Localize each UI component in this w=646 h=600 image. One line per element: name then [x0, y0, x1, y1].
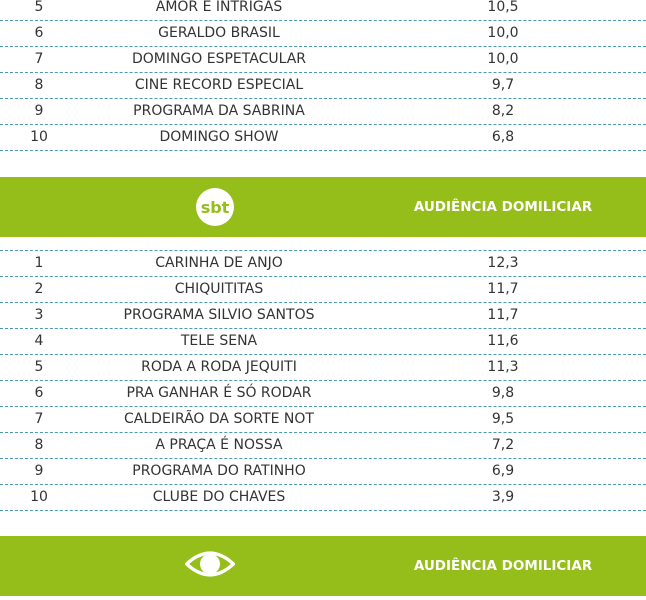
program-cell: CHIQUITITAS	[174, 281, 264, 297]
rank-cell: 5	[34, 0, 44, 15]
audience-header: AUDIÊNCIA DOMILICIAR	[413, 558, 593, 574]
rank-cell: 10	[30, 489, 48, 505]
value-cell: 11,6	[487, 333, 519, 349]
table-row: 10 CLUBE DO CHAVES 3,9	[0, 485, 646, 511]
audience-header: AUDIÊNCIA DOMILICIAR	[413, 199, 593, 215]
rank-cell: 10	[30, 129, 48, 145]
table-record: 5 AMOR E INTRIGAS 10,5 6 GERALDO BRASIL …	[0, 0, 646, 151]
program-cell: DOMINGO ESPETACULAR	[131, 51, 307, 67]
program-cell: A PRAÇA É NOSSA	[155, 437, 283, 453]
program-cell: PROGRAMA DO RATINHO	[132, 463, 306, 479]
program-cell: PRA GANHAR É SÓ RODAR	[126, 385, 312, 401]
table-row: 9 PROGRAMA DA SABRINA 8,2	[0, 99, 646, 125]
value-cell: 6,8	[491, 129, 515, 145]
rank-cell: 6	[34, 25, 44, 41]
program-cell: CALDEIRÃO DA SORTE NOT	[124, 411, 314, 427]
band-eye-logo-icon	[185, 551, 235, 577]
table-row: 9 PROGRAMA DO RATINHO 6,9	[0, 459, 646, 485]
value-cell: 9,8	[491, 385, 515, 401]
table-row: 7 DOMINGO ESPETACULAR 10,0	[0, 47, 646, 73]
rank-cell: 4	[34, 333, 44, 349]
value-cell: 8,2	[491, 103, 515, 119]
program-cell: PROGRAMA DA SABRINA	[133, 103, 305, 119]
rank-cell: 7	[34, 51, 44, 67]
rank-cell: 7	[34, 411, 44, 427]
sbt-logo-icon: sbt	[196, 188, 234, 226]
value-cell: 12,3	[487, 255, 519, 271]
value-cell: 10,0	[487, 51, 519, 67]
rank-cell: 9	[34, 463, 44, 479]
table-row: 5 RODA A RODA JEQUITI 11,3	[0, 355, 646, 381]
program-cell: GERALDO BRASIL	[158, 25, 280, 41]
value-cell: 9,7	[491, 77, 515, 93]
section-header-band: AUDIÊNCIA DOMILICIAR	[0, 536, 646, 596]
value-cell: 9,5	[491, 411, 515, 427]
table-row: 7 CALDEIRÃO DA SORTE NOT 9,5	[0, 407, 646, 433]
rank-cell: 8	[34, 437, 44, 453]
table-row: 3 PROGRAMA SILVIO SANTOS 11,7	[0, 303, 646, 329]
value-cell: 3,9	[491, 489, 515, 505]
value-cell: 11,7	[487, 307, 519, 323]
program-cell: AMOR E INTRIGAS	[155, 0, 283, 15]
table-row: 6 GERALDO BRASIL 10,0	[0, 21, 646, 47]
value-cell: 7,2	[491, 437, 515, 453]
program-cell: CLUBE DO CHAVES	[152, 489, 286, 505]
rank-cell: 1	[34, 255, 44, 271]
rank-cell: 5	[34, 359, 44, 375]
program-cell: RODA A RODA JEQUITI	[141, 359, 297, 375]
value-cell: 6,9	[491, 463, 515, 479]
rank-cell: 6	[34, 385, 44, 401]
table-sbt: 1 CARINHA DE ANJO 12,3 2 CHIQUITITAS 11,…	[0, 250, 646, 511]
table-row: 6 PRA GANHAR É SÓ RODAR 9,8	[0, 381, 646, 407]
value-cell: 11,3	[487, 359, 519, 375]
table-row: 8 A PRAÇA É NOSSA 7,2	[0, 433, 646, 459]
table-row: 10 DOMINGO SHOW 6,8	[0, 125, 646, 151]
divider	[0, 250, 646, 251]
value-cell: 10,0	[487, 25, 519, 41]
rank-cell: 8	[34, 77, 44, 93]
rank-cell: 2	[34, 281, 44, 297]
sbt-logo-text: sbt	[201, 198, 230, 217]
rank-cell: 3	[34, 307, 44, 323]
program-cell: PROGRAMA SILVIO SANTOS	[123, 307, 315, 323]
table-row: 8 CINE RECORD ESPECIAL 9,7	[0, 73, 646, 99]
table-row: 1 CARINHA DE ANJO 12,3	[0, 251, 646, 277]
table-row: 5 AMOR E INTRIGAS 10,5	[0, 0, 646, 21]
program-cell: CARINHA DE ANJO	[155, 255, 283, 271]
program-cell: DOMINGO SHOW	[159, 129, 279, 145]
value-cell: 11,7	[487, 281, 519, 297]
section-header-sbt: sbt AUDIÊNCIA DOMILICIAR	[0, 177, 646, 237]
table-row: 2 CHIQUITITAS 11,7	[0, 277, 646, 303]
program-cell: CINE RECORD ESPECIAL	[134, 77, 304, 93]
rank-cell: 9	[34, 103, 44, 119]
program-cell: TELE SENA	[180, 333, 258, 349]
value-cell: 10,5	[487, 0, 519, 15]
table-row: 4 TELE SENA 11,6	[0, 329, 646, 355]
